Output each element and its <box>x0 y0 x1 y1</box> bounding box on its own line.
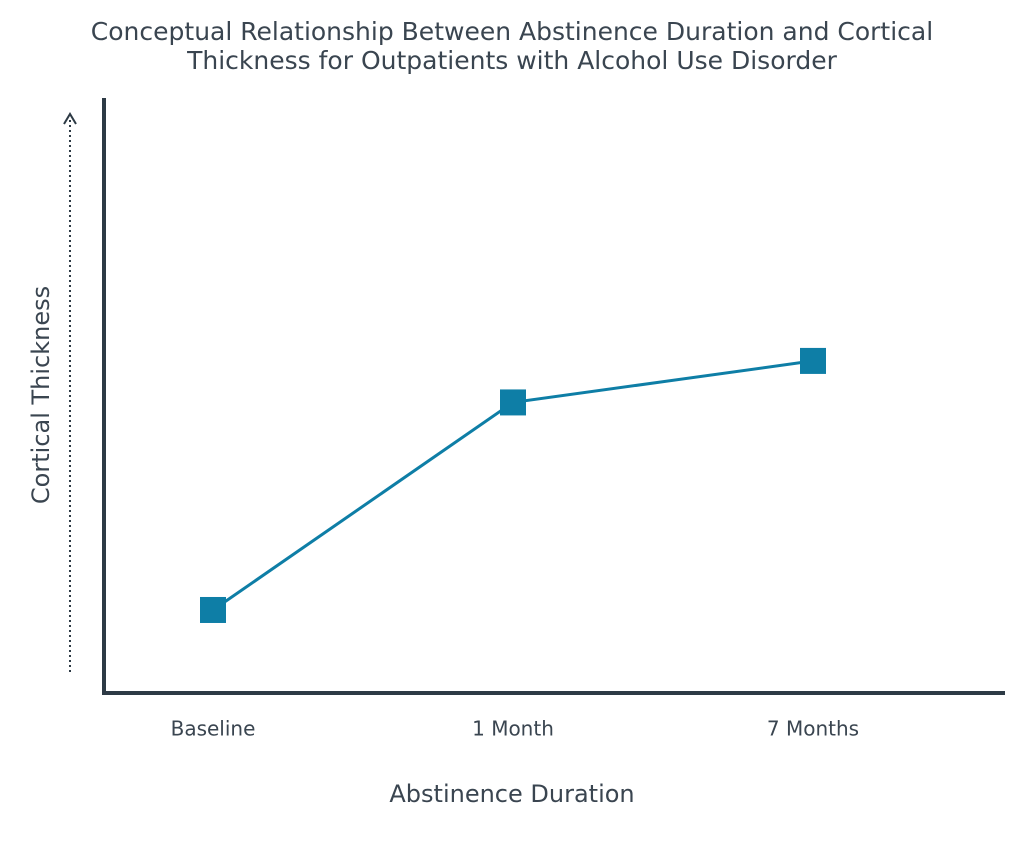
marker <box>200 596 226 623</box>
x-tick-label: 7 Months <box>767 717 859 741</box>
x-axis-label: Abstinence Duration <box>389 780 634 808</box>
y-arrow-head <box>63 112 77 125</box>
marker <box>500 389 526 416</box>
chart-title: Thickness for Outpatients with Alcohol U… <box>186 46 837 75</box>
y-axis-label: Cortical Thickness <box>27 286 55 504</box>
chart-title: Conceptual Relationship Between Abstinen… <box>91 17 933 46</box>
x-tick-label: Baseline <box>171 717 256 741</box>
marker <box>800 347 826 374</box>
x-tick-label: 1 Month <box>472 717 554 741</box>
